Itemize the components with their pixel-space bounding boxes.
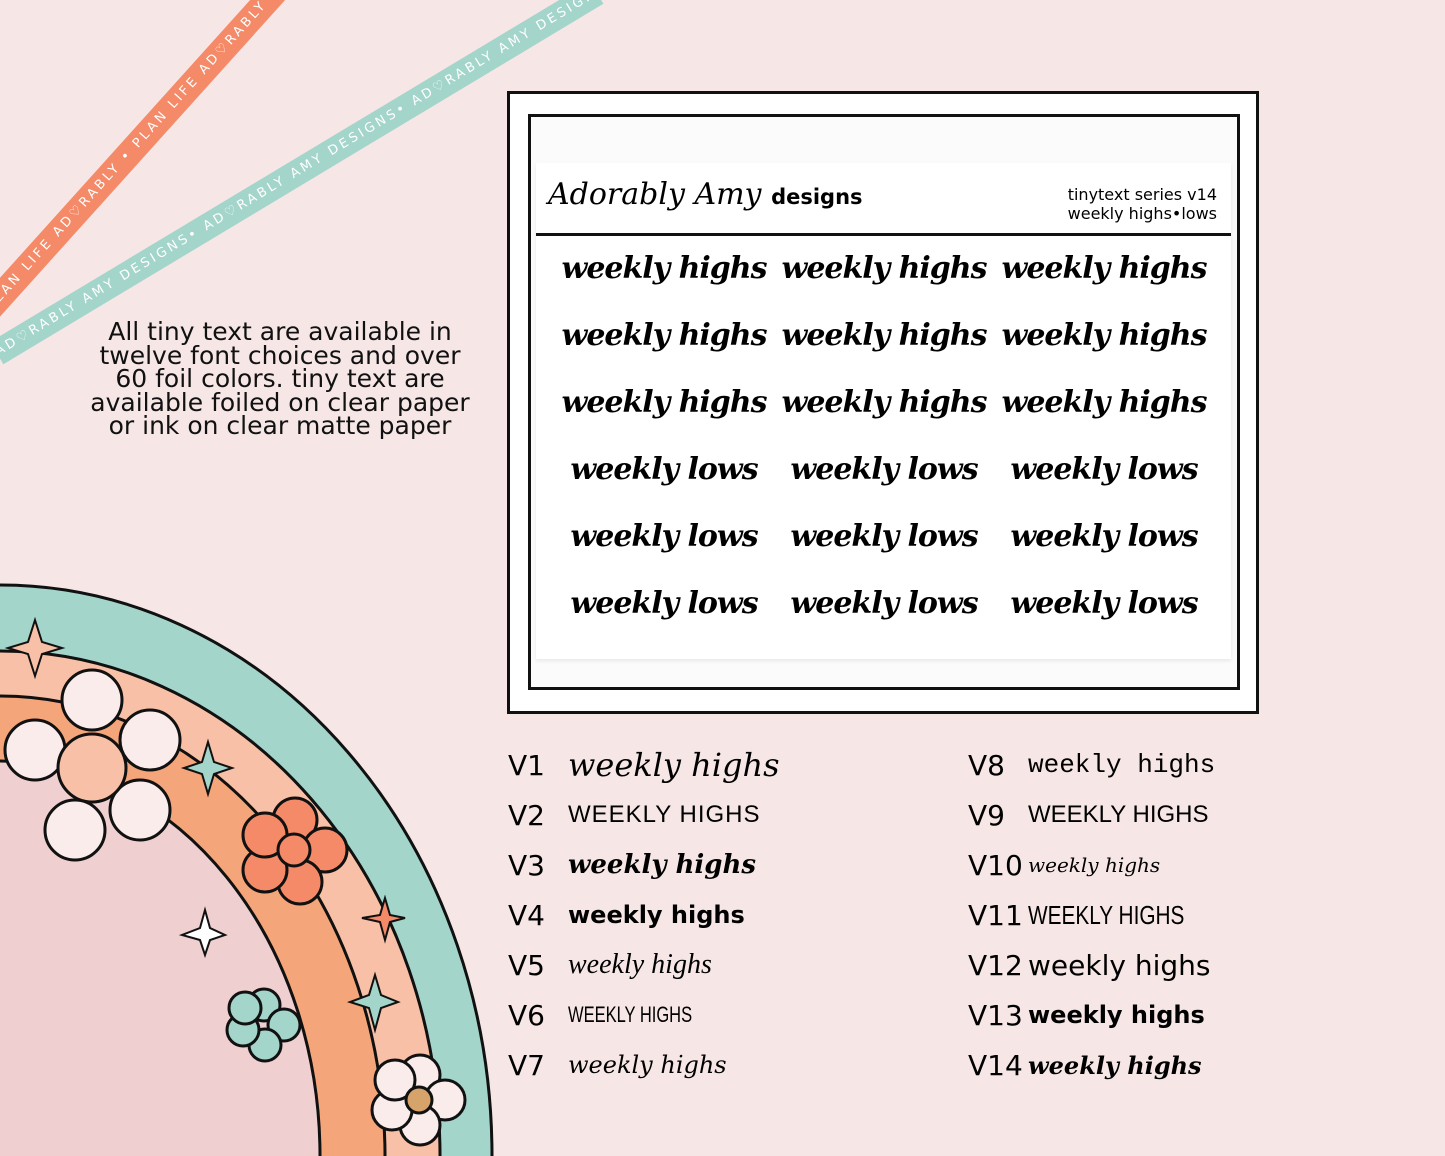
variant-label: V8 bbox=[968, 748, 1005, 782]
sticker: weekly highs bbox=[781, 318, 988, 353]
sticker-grid: weekly highs weekly highs weekly highs w… bbox=[554, 249, 1214, 623]
font-variant: V8 weekly highs bbox=[968, 740, 1224, 790]
sticker: weekly lows bbox=[790, 519, 978, 554]
sparkle-icon bbox=[361, 894, 406, 944]
sticker: weekly lows bbox=[570, 586, 758, 621]
product-description: All tiny text are available in twelve fo… bbox=[90, 317, 470, 440]
variant-label: V2 bbox=[508, 798, 545, 832]
sticker: weekly highs bbox=[561, 251, 768, 286]
font-variant: V3 weekly highs bbox=[508, 840, 780, 890]
rainbow-band-outline bbox=[0, 649, 442, 1156]
sticker: weekly highs bbox=[561, 385, 768, 420]
variant-sample: weekly highs bbox=[568, 850, 757, 880]
variant-sample: weekly highs bbox=[568, 949, 712, 980]
teal-flower-icon bbox=[225, 987, 302, 1063]
variant-label: V5 bbox=[508, 948, 545, 982]
sticker: weekly lows bbox=[790, 452, 978, 487]
variant-sample: WEEKLY HIGHS bbox=[1028, 899, 1185, 930]
font-variant: V13 weekly highs bbox=[968, 990, 1224, 1040]
sticker: weekly lows bbox=[1010, 519, 1198, 554]
variant-sample: weekly highs bbox=[568, 1051, 727, 1079]
sparkle-icon bbox=[178, 906, 228, 959]
variant-label: V7 bbox=[508, 1048, 545, 1082]
variant-label: V9 bbox=[968, 798, 1005, 832]
variant-label: V14 bbox=[968, 1048, 1023, 1082]
sticker: weekly lows bbox=[790, 586, 978, 621]
smiley-flower-icon bbox=[3, 668, 182, 862]
variant-sample: weekly highs bbox=[568, 746, 780, 784]
sticker: weekly highs bbox=[781, 385, 988, 420]
font-variant: V14 weekly highs bbox=[968, 1040, 1224, 1090]
font-variant: V1 weekly highs bbox=[508, 740, 780, 790]
sparkle-icon bbox=[346, 971, 401, 1034]
font-variant: V7 weekly highs bbox=[508, 1040, 780, 1090]
brand-logo: Adorably Amy designs bbox=[548, 177, 863, 212]
font-variant: V2 WEEKLY HIGHS bbox=[508, 790, 780, 840]
sticker: weekly highs bbox=[1001, 318, 1208, 353]
sparkle-icon bbox=[180, 738, 236, 798]
font-variant: V5 weekly highs bbox=[508, 940, 780, 990]
variant-sample: weekly highs bbox=[1028, 948, 1211, 982]
variant-sample: weekly highs bbox=[1028, 1050, 1202, 1080]
variant-sample: weekly highs bbox=[568, 901, 745, 929]
series-label: tinytext series v14 weekly highs•lows bbox=[1067, 185, 1217, 223]
font-variant: V4 weekly highs bbox=[508, 890, 780, 940]
font-variants-right: V8 weekly highs V9 WEEKLY HIGHS V10 weekly hi… bbox=[968, 740, 1224, 1090]
variant-sample: WEEKLY HIGHS bbox=[1028, 801, 1209, 828]
font-variant: V6 WEEKLY HIGHS bbox=[508, 990, 780, 1040]
sticker: weekly lows bbox=[570, 519, 758, 554]
variant-label: V1 bbox=[508, 748, 545, 782]
sticker: weekly lows bbox=[1010, 586, 1198, 621]
sticker: weekly lows bbox=[1010, 452, 1198, 487]
sticker: weekly highs bbox=[781, 251, 988, 286]
variant-label: V4 bbox=[508, 898, 545, 932]
variant-sample: weekly highs bbox=[1028, 853, 1161, 877]
variant-label: V10 bbox=[968, 848, 1023, 882]
header-divider bbox=[536, 233, 1231, 236]
font-variant: V9 WEEKLY HIGHS bbox=[968, 790, 1224, 840]
variant-label: V11 bbox=[968, 898, 1023, 932]
white-flower-icon bbox=[370, 1053, 467, 1147]
sticker-sheet: Adorably Amy designs tinytext series v14… bbox=[536, 163, 1231, 659]
sticker: weekly highs bbox=[1001, 385, 1208, 420]
orange-flower-icon bbox=[241, 796, 349, 906]
font-variant: V12 weekly highs bbox=[968, 940, 1224, 990]
sticker: weekly highs bbox=[561, 318, 768, 353]
variant-label: V3 bbox=[508, 848, 545, 882]
font-variants-left: V1 weekly highs V2 WEEKLY HIGHS V3 weekly hig… bbox=[508, 740, 780, 1090]
sticker: weekly highs bbox=[1001, 251, 1208, 286]
rainbow-band-outline bbox=[0, 583, 494, 1156]
sticker: weekly lows bbox=[570, 452, 758, 487]
sparkle-icon bbox=[4, 616, 66, 680]
variant-label: V6 bbox=[508, 998, 545, 1032]
variant-sample: WEEKLY HIGHS bbox=[568, 1002, 693, 1027]
variant-label: V12 bbox=[968, 948, 1023, 982]
variant-sample: WEEKLY HIGHS bbox=[568, 801, 761, 828]
variant-sample: weekly highs bbox=[1028, 750, 1216, 780]
variant-label: V13 bbox=[968, 998, 1023, 1032]
variant-sample: weekly highs bbox=[1028, 1001, 1205, 1029]
font-variant: V10 weekly highs bbox=[968, 840, 1224, 890]
font-variant: V11 WEEKLY HIGHS bbox=[968, 890, 1224, 940]
sticker-sheet-frame: Adorably Amy designs tinytext series v14… bbox=[507, 91, 1259, 714]
